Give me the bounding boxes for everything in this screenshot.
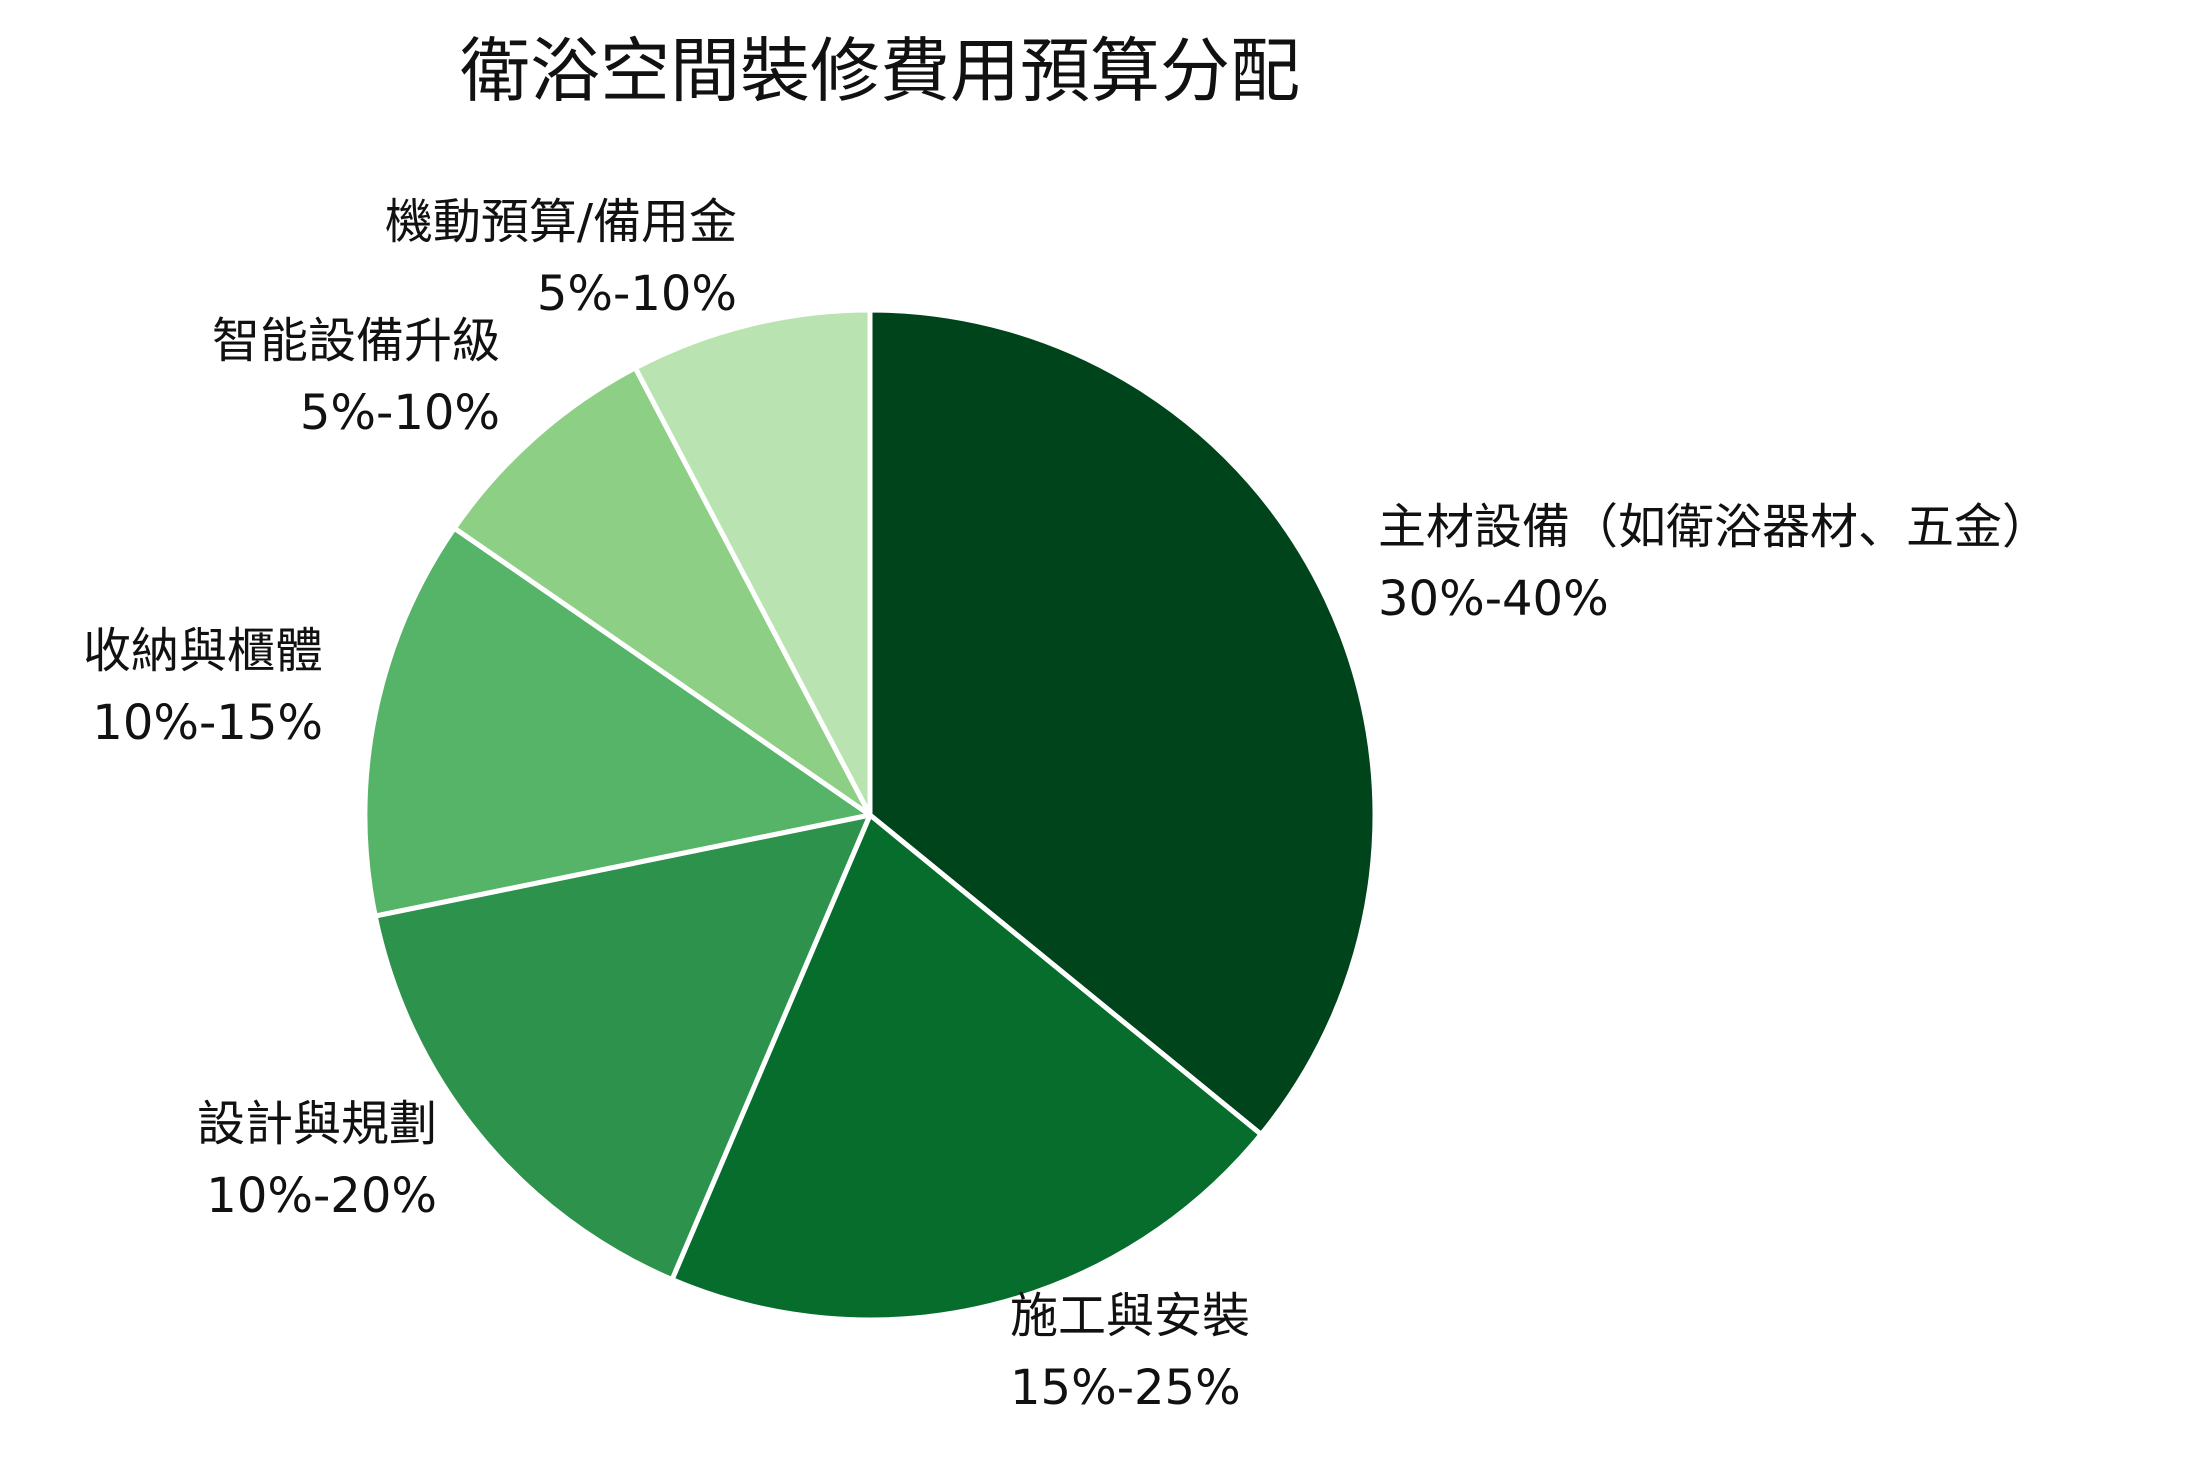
slice-label: 機動預算/備用金 <box>385 194 737 250</box>
pie-slice <box>362 525 873 919</box>
slice-value-label: 5%-10% <box>300 385 500 441</box>
slice-value-label: 5%-10% <box>537 266 737 322</box>
slice-value-label: 10%-20% <box>206 1168 437 1224</box>
slice-label: 設計與規劃 <box>197 1096 437 1152</box>
slice-label: 智能設備升級 <box>212 313 500 369</box>
pie-slices <box>362 307 1378 1323</box>
slice-label: 主材設備（如衛浴器材、五金） <box>1378 499 2050 555</box>
chart-title: 衛浴空間裝修費用預算分配 <box>460 30 1300 112</box>
pie-slice <box>372 812 873 1283</box>
pie-slice <box>867 307 1378 1137</box>
slice-value-label: 30%-40% <box>1378 571 1609 627</box>
pie-labels: 主材設備（如衛浴器材、五金） 30%-40% 施工與安裝 15%-25% 設計與規劃 10… <box>83 194 2050 1416</box>
slice-value-label: 10%-15% <box>92 695 323 751</box>
slice-label: 收納與櫃體 <box>83 623 323 679</box>
pie-slice <box>451 365 873 818</box>
slice-label: 施工與安裝 <box>1010 1288 1250 1344</box>
slice-value-label: 15%-25% <box>1010 1360 1241 1416</box>
pie-slice <box>632 307 873 818</box>
pie-slice <box>669 812 1264 1323</box>
